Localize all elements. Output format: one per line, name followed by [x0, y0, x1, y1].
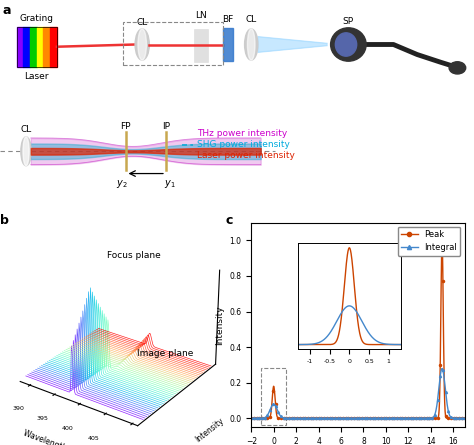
Text: SHG power intensity: SHG power intensity [197, 140, 290, 149]
Ellipse shape [247, 29, 255, 60]
Bar [44, 27, 50, 67]
Bar [223, 28, 233, 61]
Text: a: a [2, 4, 11, 17]
Text: LN: LN [195, 11, 207, 20]
Text: CL: CL [137, 18, 148, 27]
Text: BF: BF [222, 16, 234, 24]
Ellipse shape [135, 29, 149, 60]
X-axis label: Wavelength (nm): Wavelength (nm) [22, 429, 87, 445]
Ellipse shape [138, 29, 146, 60]
Polygon shape [258, 36, 327, 52]
Ellipse shape [245, 29, 258, 60]
Text: b: b [0, 214, 9, 227]
Bar [30, 27, 36, 67]
Bar [23, 27, 30, 67]
Bar [50, 27, 57, 67]
Legend: Peak, Integral: Peak, Integral [398, 227, 460, 255]
Text: CL: CL [246, 16, 257, 24]
Text: CL: CL [20, 125, 32, 134]
Text: SP: SP [343, 16, 354, 25]
Bar [36, 27, 44, 67]
Bar [123, 22, 223, 65]
Bar [17, 27, 57, 67]
Text: Laser power intensity: Laser power intensity [197, 151, 294, 160]
Y-axis label: Intensity: Intensity [194, 416, 226, 444]
Text: Laser: Laser [25, 72, 49, 81]
Bar [261, 368, 286, 425]
Bar [17, 27, 23, 67]
Y-axis label: Intensity: Intensity [215, 305, 224, 345]
Text: FP: FP [120, 122, 131, 131]
Ellipse shape [336, 33, 357, 56]
Text: c: c [226, 214, 233, 227]
Text: Image plane: Image plane [137, 349, 193, 358]
Ellipse shape [21, 137, 31, 166]
Text: $y_2$: $y_2$ [116, 178, 128, 190]
Text: Focus plane: Focus plane [107, 251, 161, 260]
Text: IP: IP [162, 122, 170, 131]
Text: $y_1$: $y_1$ [164, 178, 175, 190]
Bar [194, 29, 208, 62]
Text: Grating: Grating [20, 14, 54, 23]
Ellipse shape [23, 137, 29, 166]
Text: THz power intensity: THz power intensity [197, 129, 287, 138]
Ellipse shape [449, 62, 466, 74]
Ellipse shape [331, 28, 366, 61]
